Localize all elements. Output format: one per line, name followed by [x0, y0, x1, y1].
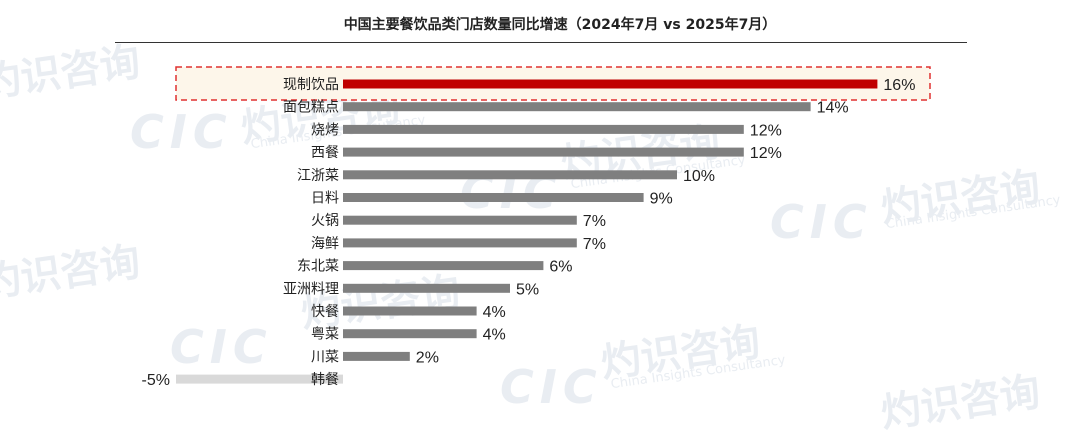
bar	[343, 283, 510, 293]
data-label: 7%	[583, 236, 606, 253]
category-label: 烧烤	[311, 122, 339, 138]
title-divider	[115, 42, 967, 43]
data-label: 12%	[750, 145, 782, 162]
bar	[343, 124, 744, 134]
data-label: 6%	[549, 259, 572, 276]
bar	[343, 329, 477, 339]
bar	[343, 147, 744, 157]
category-label: 现制饮品	[283, 77, 339, 93]
bar	[343, 79, 878, 89]
category-label: 火锅	[311, 213, 339, 229]
category-label: 东北菜	[297, 259, 339, 275]
bar	[343, 215, 577, 225]
chart-title: 中国主要餐饮品类门店数量同比增速（2024年7月 vs 2025年7月）	[343, 17, 777, 33]
data-label: 14%	[817, 100, 849, 117]
data-label: 9%	[650, 191, 673, 208]
category-label: 韩餐	[311, 372, 339, 388]
bar	[343, 261, 544, 271]
category-label: 粤菜	[311, 327, 339, 343]
data-label: 4%	[483, 304, 506, 321]
data-label: 4%	[483, 327, 506, 344]
category-label: 亚洲料理	[283, 281, 339, 297]
category-label: 西餐	[311, 145, 339, 161]
bar	[343, 351, 410, 361]
category-label: 日料	[311, 191, 339, 207]
data-label: 12%	[750, 122, 782, 139]
category-label: 面包糕点	[283, 100, 339, 116]
data-label: 16%	[883, 77, 915, 94]
bar	[343, 170, 677, 180]
bar	[343, 193, 644, 202]
category-label: 江浙菜	[297, 168, 339, 184]
bar	[343, 238, 577, 248]
data-label: 5%	[516, 281, 539, 298]
data-label: 7%	[583, 213, 606, 230]
bar	[343, 306, 477, 316]
data-label: 2%	[416, 349, 439, 366]
bar	[343, 102, 811, 112]
category-label: 快餐	[311, 304, 339, 320]
category-label: 川菜	[311, 349, 339, 365]
category-label: 海鲜	[311, 236, 339, 252]
bar-chart: 现制饮品 16% 面包糕点 14% 烧烤 12% 西餐 12% 江浙菜 10% 日料 9% 火锅 7% 海鲜…	[142, 66, 931, 389]
data-label: -5%	[142, 372, 170, 389]
bar	[176, 374, 343, 384]
data-label: 10%	[683, 168, 715, 185]
